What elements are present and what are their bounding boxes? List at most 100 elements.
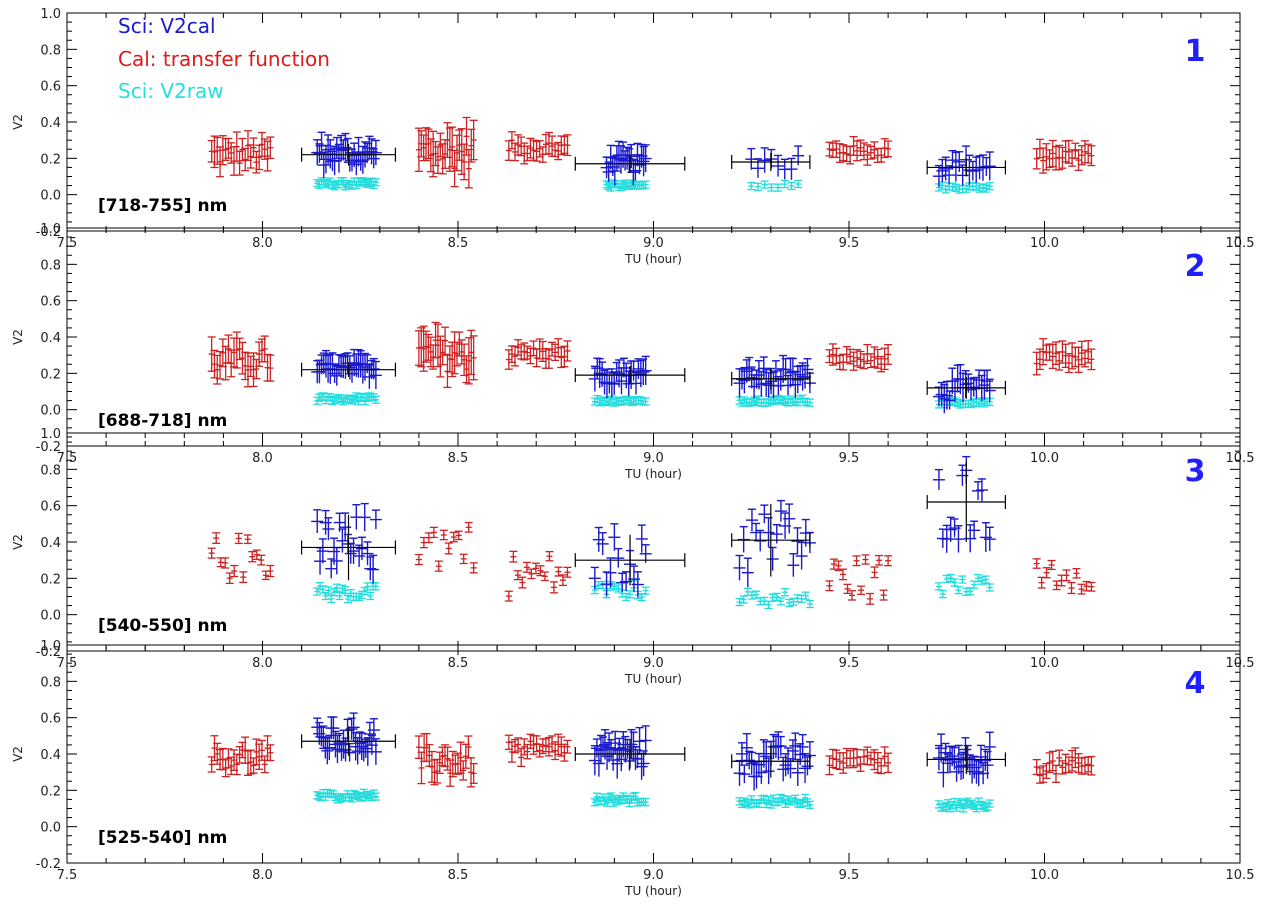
cal-cluster [414, 321, 478, 389]
x-tick-label: 9.5 [839, 451, 860, 466]
cal-point [1039, 147, 1048, 174]
sci-cal-point [745, 508, 758, 532]
sci-cal-point [633, 726, 646, 756]
sci-cluster [731, 145, 811, 192]
sci-cal-point [613, 359, 626, 388]
sci-cal-point [631, 571, 644, 598]
cal-point [246, 749, 255, 775]
sci-cal-point [774, 499, 787, 522]
cal-point [825, 755, 834, 776]
cal-point [825, 141, 834, 157]
y-tick-label: 0.6 [40, 295, 61, 310]
cal-point [870, 141, 879, 159]
x-tick-label: 9.0 [643, 868, 664, 883]
sci-cal-point [738, 764, 751, 784]
sci-raw-point [985, 583, 994, 592]
y-tick-label: 0.8 [40, 675, 61, 690]
y-tick-label: 0.8 [40, 258, 61, 273]
cal-point [241, 147, 250, 172]
legend: Sci: V2cal Cal: transfer function Sci: V… [118, 14, 330, 103]
sci-raw-point [805, 599, 814, 609]
cal-point [213, 742, 222, 765]
sci-cal-point [596, 532, 609, 556]
y-tick-label: -0.2 [36, 225, 61, 240]
sci-raw-point [981, 575, 990, 584]
cal-point [558, 574, 567, 587]
cal-point [853, 140, 862, 162]
sci-cal-point [758, 147, 771, 173]
cal-point [1045, 752, 1054, 774]
sci-cal-point [639, 355, 652, 386]
cal-point [469, 562, 478, 574]
sci-raw-point [946, 573, 955, 583]
sci-raw-point [974, 574, 983, 583]
x-axis-title: TU (hour) [624, 252, 682, 266]
sci-mean-marker [731, 367, 811, 390]
y-axis: -0.2 0.0 0.2 0.4 0.6 0.8 1.0 [36, 222, 1240, 455]
sci-cal-point [769, 360, 782, 382]
sci-raw-point [626, 590, 635, 599]
y-tick-label: 0.8 [40, 463, 61, 478]
sci-raw-point [614, 584, 623, 593]
cal-point [439, 529, 448, 541]
band-label: [525-540] nm [98, 828, 227, 848]
sci-cluster [574, 523, 686, 602]
x-tick-label: 8.0 [252, 868, 273, 883]
cal-cluster [825, 343, 893, 373]
cal-point [459, 553, 468, 565]
x-tick-label: 10.0 [1030, 451, 1059, 466]
sci-raw-point [767, 183, 776, 192]
sci-raw-point [780, 179, 789, 189]
cal-cluster [414, 732, 478, 788]
sci-cal-point [336, 528, 349, 553]
panel-number: 4 [1185, 666, 1206, 701]
sci-raw-point [371, 792, 380, 801]
x-tick-label: 8.0 [252, 656, 273, 671]
sci-cluster [926, 731, 1007, 813]
sci-cal-point [635, 524, 648, 553]
cal-cluster [825, 746, 893, 776]
cal-point [1067, 581, 1076, 595]
sci-raw-point [948, 182, 957, 191]
cal-point [839, 752, 848, 774]
y-axis: -0.2 0.0 0.2 0.4 0.6 0.8 1.0 [36, 7, 1240, 240]
sci-cal-point [369, 360, 382, 390]
sci-cal-point [603, 732, 616, 763]
sci-cal-point [743, 356, 756, 381]
sci-raw-point [754, 799, 763, 808]
sci-cluster [574, 355, 686, 407]
cal-point [1087, 581, 1096, 592]
cal-point [866, 592, 875, 605]
sci-cal-point [968, 520, 981, 540]
cal-point [884, 752, 893, 774]
y-tick-label: 1.0 [40, 639, 61, 654]
cal-cluster [1032, 747, 1096, 784]
cal-point [509, 550, 518, 563]
cal-point [545, 550, 554, 562]
cal-point [563, 134, 572, 157]
cal-point [884, 555, 893, 567]
y-axis-title: V2 [11, 329, 25, 345]
cal-cluster [504, 733, 572, 768]
x-axis-title: TU (hour) [624, 467, 682, 481]
cal-point [852, 555, 861, 567]
sci-mean-marker [731, 152, 811, 172]
sci-cluster [731, 354, 816, 407]
sci-cluster [574, 140, 686, 192]
sci-cal-point [319, 509, 332, 535]
sci-cal-point [932, 386, 945, 407]
sci-mean-marker [731, 744, 811, 778]
cal-point [873, 752, 882, 774]
cal-cluster [207, 532, 275, 585]
cal-point [563, 566, 572, 578]
cal-point [257, 131, 266, 157]
sci-mean-marker [301, 143, 397, 166]
sci-raw-point [641, 797, 650, 807]
cal-point [825, 349, 834, 364]
cal-cluster [825, 135, 893, 166]
sci-cal-point [347, 537, 360, 565]
x-tick-label: 8.5 [448, 868, 469, 883]
sci-raw-point [787, 181, 796, 191]
